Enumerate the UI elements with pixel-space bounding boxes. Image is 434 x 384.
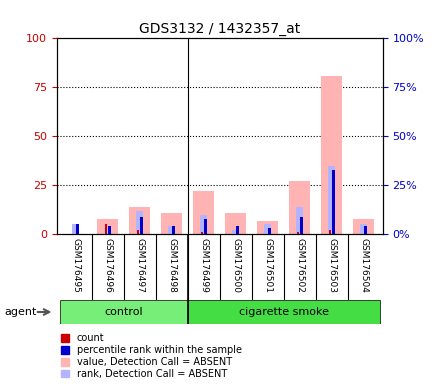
Bar xyxy=(295,207,302,234)
Bar xyxy=(225,213,246,234)
Bar xyxy=(193,191,214,234)
Bar xyxy=(263,224,271,234)
Bar xyxy=(320,76,341,234)
Bar xyxy=(236,227,238,234)
Bar xyxy=(201,232,203,234)
Bar xyxy=(140,217,142,234)
Text: control: control xyxy=(104,307,143,317)
Text: agent: agent xyxy=(4,307,36,317)
Bar xyxy=(200,215,207,234)
FancyBboxPatch shape xyxy=(187,300,379,324)
Text: cigarette smoke: cigarette smoke xyxy=(238,307,328,317)
Bar xyxy=(299,217,302,234)
Bar xyxy=(136,211,143,234)
Bar xyxy=(129,207,150,234)
Bar xyxy=(296,232,299,234)
Bar xyxy=(136,230,139,234)
Text: GSM176496: GSM176496 xyxy=(103,237,112,292)
Bar xyxy=(72,224,79,234)
Bar xyxy=(108,227,110,234)
Text: GSM176499: GSM176499 xyxy=(199,237,208,292)
Bar xyxy=(359,224,366,234)
Bar xyxy=(161,213,182,234)
Text: GSM176498: GSM176498 xyxy=(167,237,176,292)
Legend: count, percentile rank within the sample, value, Detection Call = ABSENT, rank, : count, percentile rank within the sample… xyxy=(61,333,241,379)
Bar xyxy=(267,228,270,234)
Bar xyxy=(328,230,330,234)
Text: GSM176497: GSM176497 xyxy=(135,237,144,292)
Bar xyxy=(105,224,107,234)
Bar xyxy=(289,181,309,234)
Bar xyxy=(172,227,174,234)
FancyBboxPatch shape xyxy=(59,300,187,324)
Bar xyxy=(204,218,206,234)
Bar xyxy=(331,170,334,234)
Bar xyxy=(352,218,373,234)
Text: GSM176495: GSM176495 xyxy=(71,237,80,292)
Text: GSM176503: GSM176503 xyxy=(326,237,335,293)
Text: GSM176502: GSM176502 xyxy=(294,237,303,292)
Bar xyxy=(327,166,335,234)
Bar xyxy=(231,230,239,234)
Bar xyxy=(168,227,175,234)
Title: GDS3132 / 1432357_at: GDS3132 / 1432357_at xyxy=(139,22,299,36)
Text: GSM176504: GSM176504 xyxy=(358,237,367,292)
Text: GSM176500: GSM176500 xyxy=(230,237,240,293)
Bar xyxy=(76,224,79,234)
Bar xyxy=(97,218,118,234)
Bar xyxy=(363,227,366,234)
Text: GSM176501: GSM176501 xyxy=(263,237,272,293)
Bar xyxy=(104,228,111,234)
Bar xyxy=(256,220,277,234)
